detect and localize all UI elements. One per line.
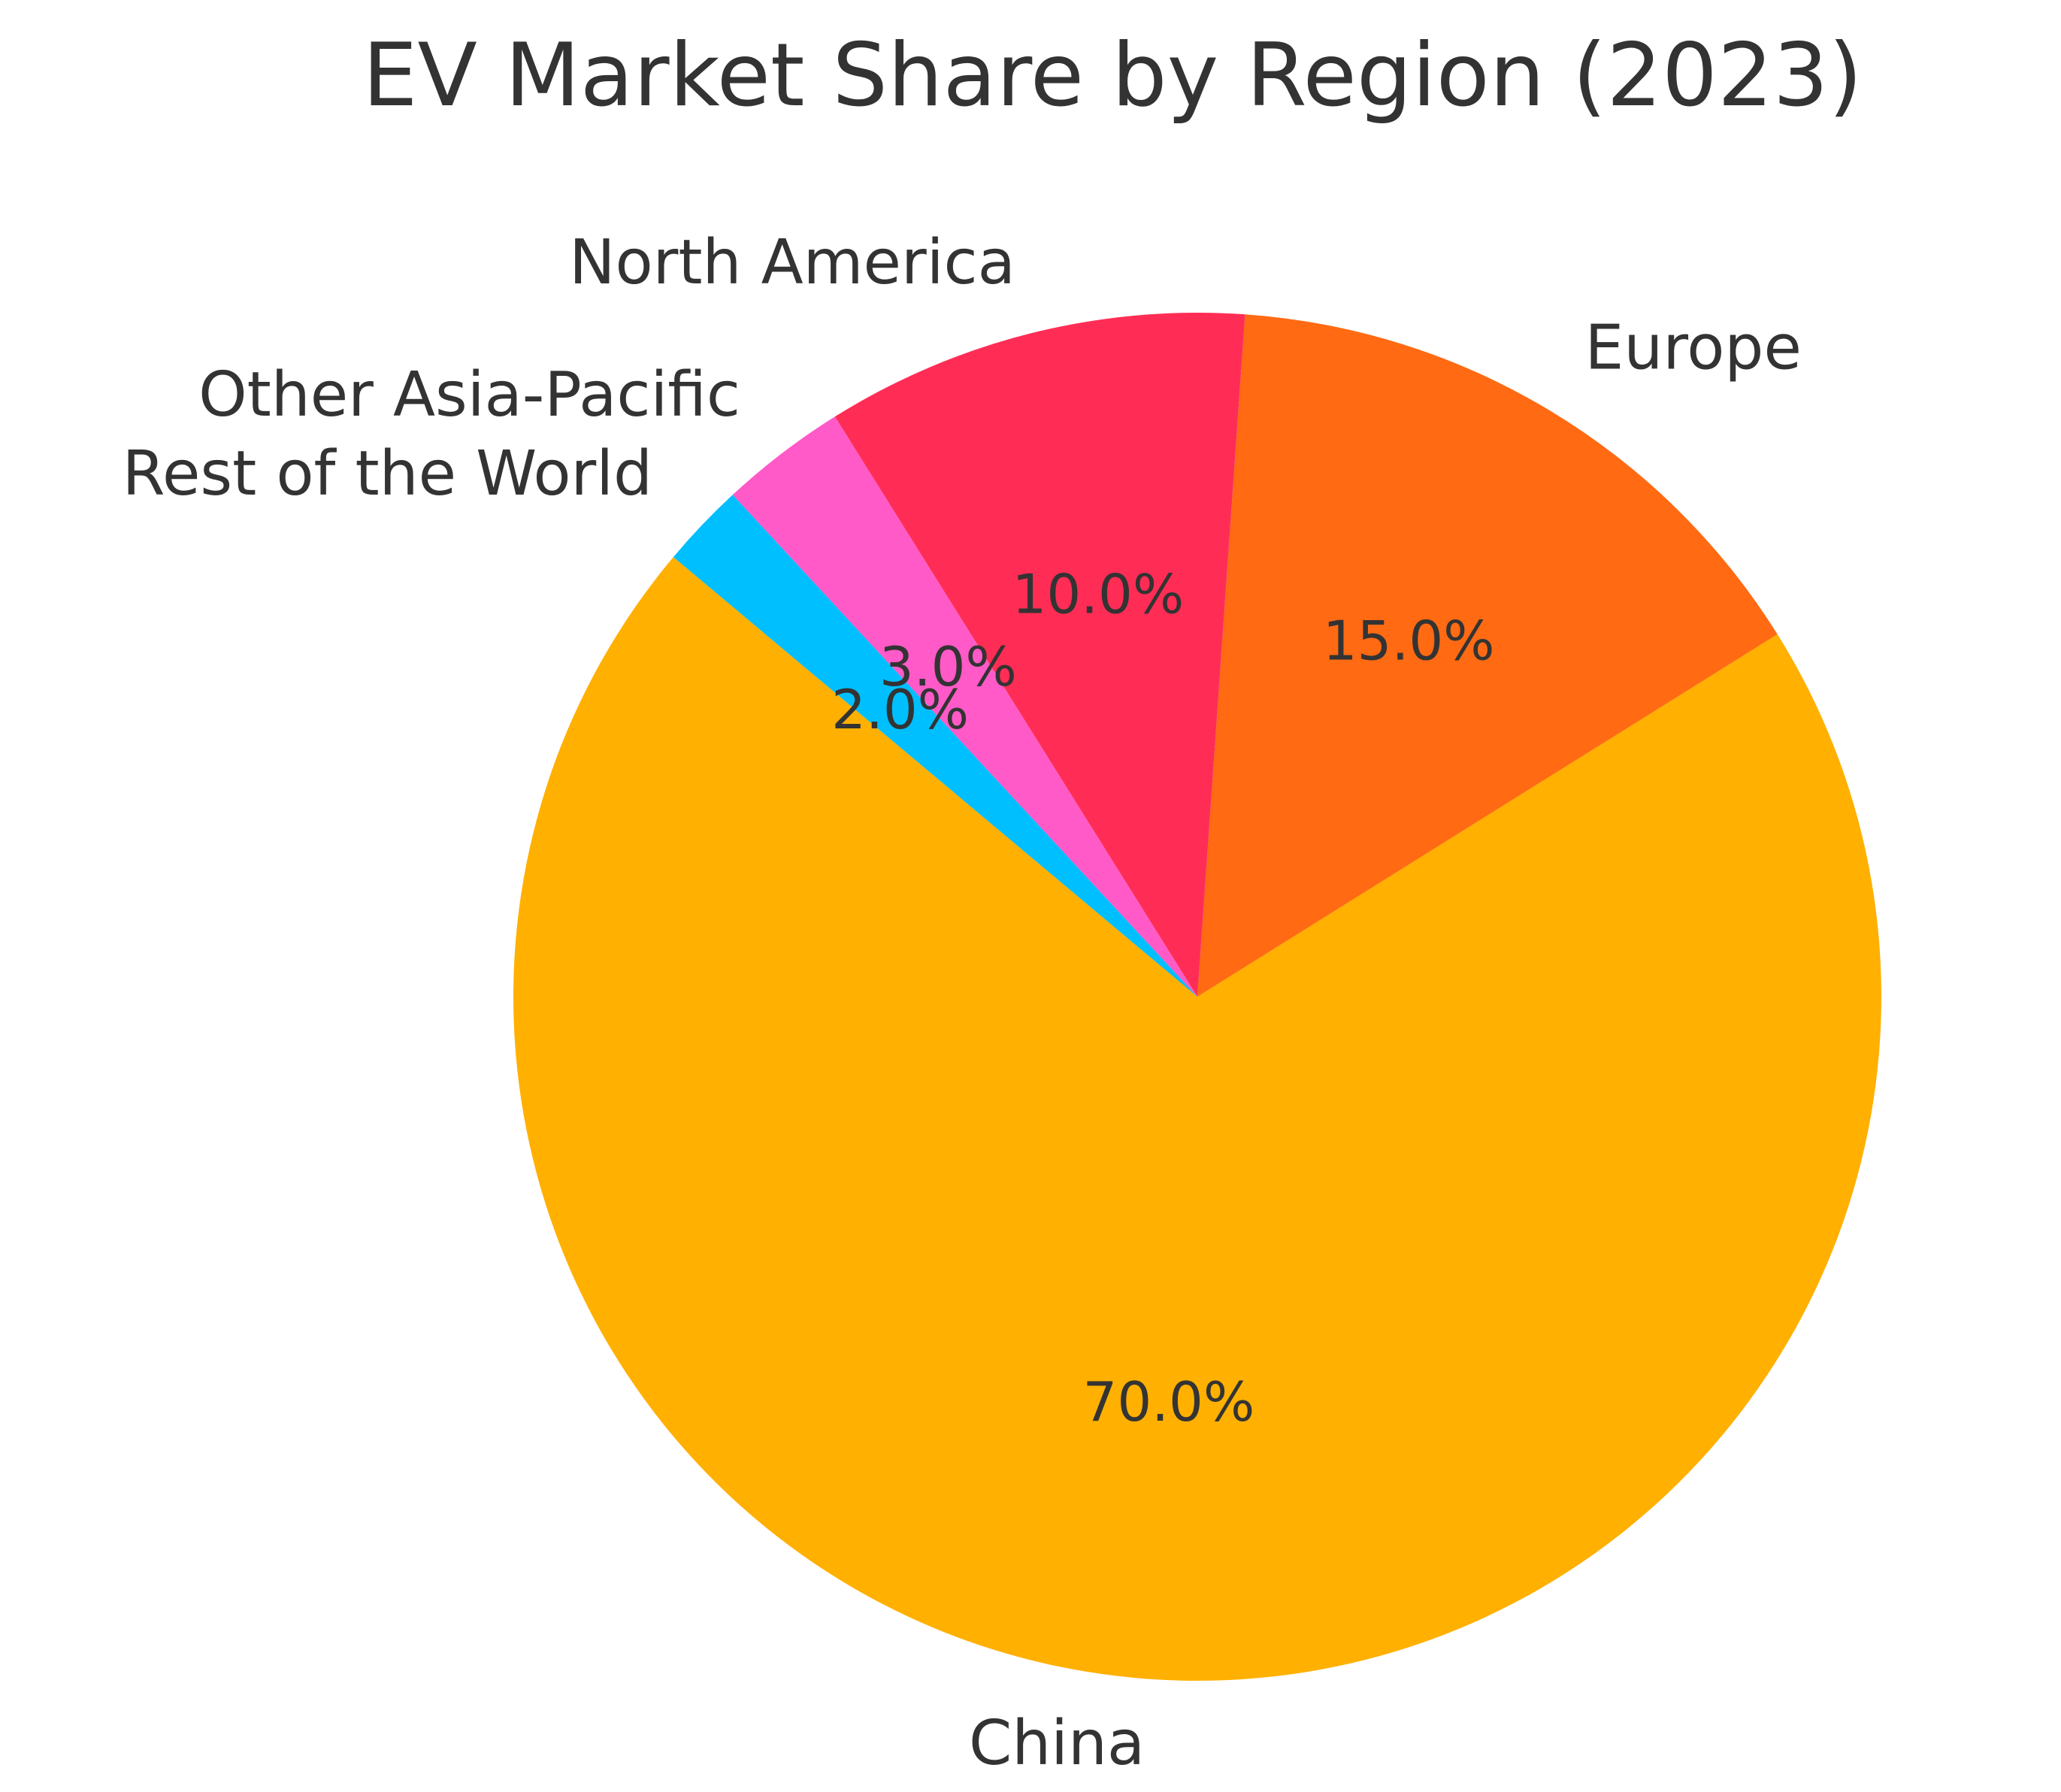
pie-slice-other-asia-pacific: [732, 416, 1197, 997]
slice-label-china: China: [969, 1708, 1145, 1779]
slice-label-europe: Europe: [1585, 312, 1802, 383]
pct-label-china: 70.0%: [1083, 1370, 1255, 1433]
slice-label-north-america: North America: [569, 227, 1015, 298]
pie-slice-china: [513, 557, 1881, 1682]
pct-label-europe: 15.0%: [1323, 610, 1495, 673]
pie-labels: China 70.0% Europe 15.0% North America 10.0% O…: [123, 227, 1802, 1779]
pct-label-north-america: 10.0%: [1012, 563, 1185, 626]
pie-slice-north-america: [834, 312, 1245, 997]
pie-slices: [513, 312, 1881, 1682]
slice-label-other-asia-pacific: Other Asia-Pacific: [198, 359, 740, 431]
pct-label-rest-of-the-world: 2.0%: [831, 678, 969, 741]
pct-label-other-asia-pacific: 3.0%: [879, 635, 1017, 698]
chart-title: EV Market Share by Region (2023): [362, 25, 1863, 126]
slice-label-rest-of-the-world: Rest of the World: [123, 438, 652, 510]
pie-slice-rest-of-the-world: [673, 495, 1197, 997]
pie-slice-europe: [1197, 314, 1778, 997]
